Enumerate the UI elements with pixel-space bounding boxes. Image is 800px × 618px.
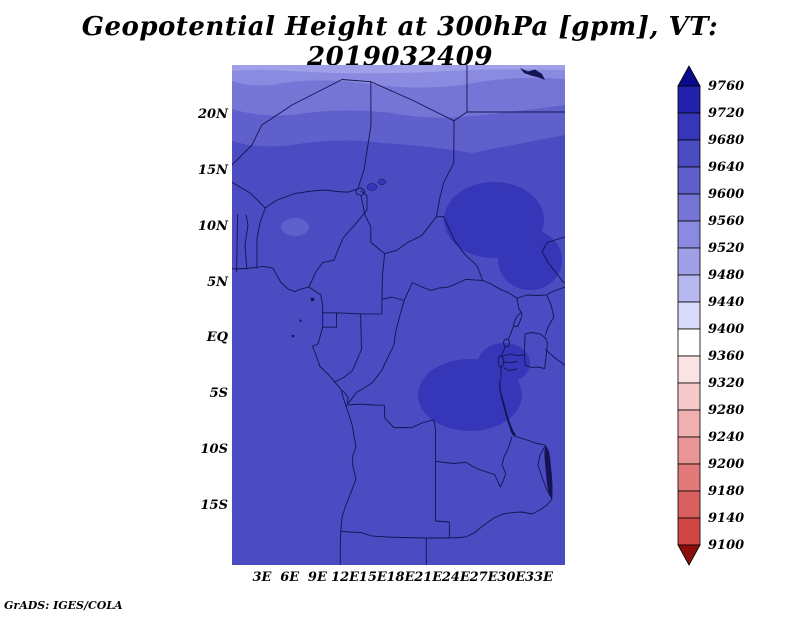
colorbar-segment bbox=[677, 490, 701, 519]
lake-malawi bbox=[544, 445, 553, 500]
colorbar-segment bbox=[677, 355, 701, 384]
y-tick-label: 5S bbox=[209, 386, 228, 402]
lake-victoria-outline bbox=[523, 332, 548, 369]
colorbar-segment bbox=[677, 220, 701, 249]
lake-chad-outline bbox=[355, 187, 366, 196]
x-tick-label: 21E bbox=[414, 570, 443, 585]
x-tick-label: 30E bbox=[497, 570, 526, 585]
x-tick-label: 15E bbox=[358, 570, 387, 585]
field-main-fill bbox=[232, 65, 565, 565]
filled-water-features bbox=[291, 68, 553, 500]
colorbar-label: 9640 bbox=[708, 160, 744, 175]
principe-island bbox=[299, 319, 302, 322]
colorbar-label: 9480 bbox=[708, 268, 744, 283]
coastline-path bbox=[232, 265, 357, 565]
sahara-borders bbox=[232, 65, 565, 190]
lake-nasser bbox=[520, 68, 545, 80]
field-high-ring-2 bbox=[377, 178, 387, 186]
east-africa-borders bbox=[500, 236, 565, 515]
lake-kivu-outline bbox=[497, 355, 505, 368]
y-tick-label: 10S bbox=[200, 442, 228, 458]
colorbar-label: 9100 bbox=[708, 538, 744, 553]
colorbar-segment bbox=[677, 301, 701, 330]
colorbar-segment bbox=[677, 517, 701, 546]
credit-text: GrADS: IGES/COLA bbox=[4, 599, 123, 612]
colorbar-label: 9320 bbox=[708, 376, 744, 391]
y-tick-label: 5N bbox=[207, 274, 228, 290]
colorbar-segment bbox=[677, 328, 701, 357]
x-tick-label: 12E bbox=[331, 570, 360, 585]
colorbar-svg: 9760 9720 9680 9640 9600 9560 9520 9480 9440 9400… bbox=[677, 65, 744, 566]
bioko-island bbox=[310, 297, 315, 302]
contour-fill-layer bbox=[232, 65, 565, 565]
colorbar-segment bbox=[677, 139, 701, 168]
x-tick-label: 6E bbox=[280, 570, 300, 585]
colorbar-segment bbox=[677, 382, 701, 411]
x-tick-label: 27E bbox=[469, 570, 498, 585]
colorbar-segment bbox=[677, 463, 701, 492]
colorbar-segment bbox=[677, 112, 701, 141]
colorbar-label: 9760 bbox=[708, 79, 744, 94]
colorbar-segment bbox=[677, 193, 701, 222]
map-canvas bbox=[232, 65, 565, 565]
colorbar-arrow-high bbox=[677, 65, 701, 87]
southern-africa-borders bbox=[339, 403, 514, 565]
colorbar-segment bbox=[677, 274, 701, 303]
x-tick-label: 33E bbox=[525, 570, 553, 585]
colorbar-segment bbox=[677, 85, 701, 114]
colorbar-segment bbox=[677, 247, 701, 276]
colorbar-label: 9280 bbox=[708, 403, 744, 418]
colorbar-label: 9720 bbox=[708, 106, 744, 121]
lake-albert-outline bbox=[513, 312, 523, 327]
colorbar-segment bbox=[677, 409, 701, 438]
y-tick-label: 20N bbox=[198, 107, 228, 122]
colorbar-segment bbox=[677, 166, 701, 195]
field-band-9480-9520 bbox=[232, 65, 565, 74]
x-tick-label: 18E bbox=[386, 570, 415, 585]
field-high-ring-1 bbox=[366, 183, 378, 191]
colorbar-label: 9520 bbox=[708, 241, 744, 256]
colorbar-arrow-low bbox=[677, 544, 701, 566]
colorbar-label: 9680 bbox=[708, 133, 744, 148]
y-tick-label: 10N bbox=[198, 218, 228, 234]
x-tick-label: 9E bbox=[307, 570, 327, 585]
lake-edward-outline bbox=[503, 338, 510, 348]
colorbar-label: 9200 bbox=[708, 457, 744, 472]
y-tick-label: 15S bbox=[200, 498, 228, 514]
country-borders bbox=[232, 65, 565, 565]
central-africa-borders bbox=[308, 120, 518, 405]
sao-tome-island bbox=[291, 334, 295, 338]
colorbar-label: 9360 bbox=[708, 349, 744, 364]
x-tick-label: 3E bbox=[252, 570, 272, 585]
colorbar-label: 9240 bbox=[708, 430, 744, 445]
colorbar-label: 9600 bbox=[708, 187, 744, 202]
colorbar-label: 9560 bbox=[708, 214, 744, 229]
west-africa-borders bbox=[232, 181, 359, 272]
x-tick-label: 24E bbox=[441, 570, 470, 585]
colorbar-segment bbox=[677, 436, 701, 465]
plot-title: Geopotential Height at 300hPa [gpm], VT:… bbox=[81, 12, 719, 72]
colorbar-label: 9140 bbox=[708, 511, 744, 526]
colorbar-label: 9180 bbox=[708, 484, 744, 499]
colorbar-label: 9400 bbox=[708, 322, 744, 337]
field-high-pocket-east-2 bbox=[498, 230, 562, 290]
y-tick-label: EQ bbox=[206, 330, 228, 346]
y-tick-label: 15N bbox=[198, 162, 228, 178]
colorbar-label: 9440 bbox=[708, 295, 744, 310]
field-light-pocket bbox=[281, 218, 309, 236]
